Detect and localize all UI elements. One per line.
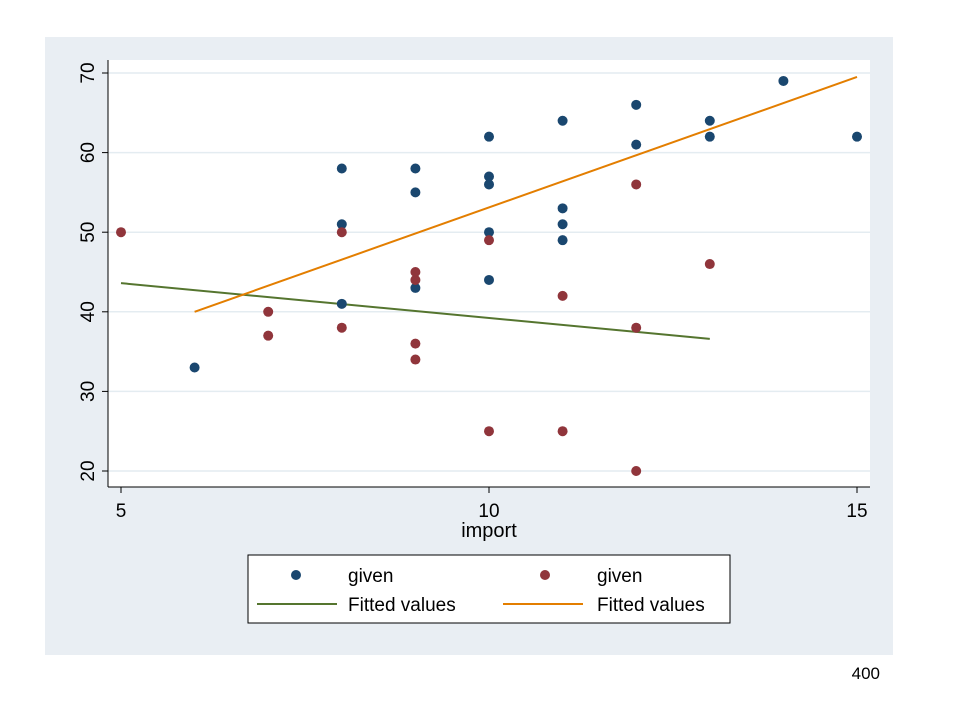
plot-area [108,60,870,487]
data-point [557,219,568,230]
data-point [410,267,421,277]
data-point [631,139,642,150]
y-tick-label: 40 [78,301,99,322]
data-point [852,131,862,142]
data-point [704,131,715,142]
data-point [336,227,347,238]
data-point [631,179,642,190]
data-point [484,235,494,246]
data-point [263,306,274,317]
legend-marker-red [540,570,550,580]
data-point [631,99,642,110]
data-point [336,163,347,174]
data-point [410,354,421,365]
data-point [484,131,494,142]
data-point [410,274,421,285]
data-point [336,298,347,309]
data-point [484,171,494,182]
legend-label: Fitted values [597,595,705,616]
y-tick-label: 60 [78,142,99,163]
data-point [484,426,494,437]
x-tick-label: 5 [116,501,127,522]
data-point [189,362,200,373]
x-tick-label: 15 [846,501,867,522]
data-point [116,227,126,238]
x-axis-label: import [461,520,517,542]
legend-label: given [348,566,393,587]
data-point [484,227,494,238]
page-number: 400 [851,664,880,683]
data-point [704,115,715,126]
scatter-points [116,75,862,476]
data-point [336,219,347,230]
legend-label: given [597,566,642,587]
legend-box [247,554,731,624]
y-tick-label: 50 [78,222,99,243]
fitted-line [194,76,858,313]
data-point [410,282,421,293]
data-point [263,330,274,341]
data-point [557,426,568,437]
data-point [484,274,494,285]
data-point [704,259,715,270]
data-point [557,235,568,246]
y-tick-label: 20 [78,460,99,481]
x-tick-label: 10 [478,501,499,522]
data-point [336,322,347,333]
y-tick-label: 30 [78,381,99,402]
data-point [410,338,421,349]
fitted-line [120,282,710,340]
data-point [557,290,568,301]
data-point [484,179,494,190]
fitted-lines [120,76,858,340]
data-point [410,163,421,174]
legend-marker-blue [291,570,301,580]
data-point [778,75,789,86]
data-point [631,322,642,333]
data-point [631,466,642,476]
legend-label: Fitted values [348,595,456,616]
data-point [557,115,568,126]
data-point [557,203,568,214]
data-point [410,187,421,198]
axes [102,60,870,493]
legend: given given Fitted values Fitted values [247,554,731,624]
y-tick-label: 70 [78,62,99,83]
tick-labels: 20 30 40 50 60 70 5 10 15 [78,62,868,522]
